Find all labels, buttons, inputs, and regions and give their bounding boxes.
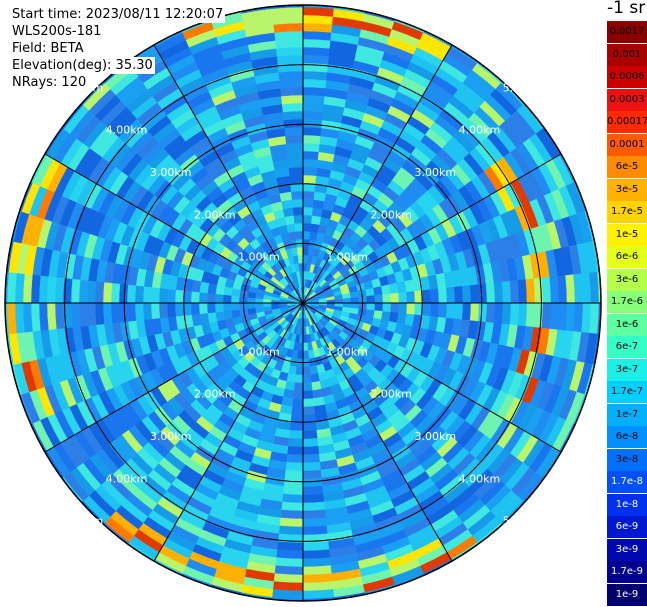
range-label: 1.00km (326, 345, 368, 358)
colorbar-step: 0.0006 (607, 66, 647, 88)
range-label: 4.00km (106, 124, 148, 137)
range-label: 2.00km (370, 388, 412, 401)
range-labels: 1.00km 1.00km 1.00km 1.00km 2.00km 2.00km 2.00… (62, 81, 545, 527)
colorbar-step: 3e-6 (607, 268, 647, 291)
instrument-text: WLS200s-181 (10, 23, 104, 40)
colorbar-step: 3e-9 (607, 538, 647, 561)
elevation-text: Elevation(deg): 35.30 (10, 57, 155, 74)
range-label: 5.00km (62, 515, 104, 528)
colorbar-step: 0.001 (607, 43, 647, 66)
range-label: 1.00km (326, 251, 368, 264)
range-label: 2.00km (370, 208, 412, 221)
range-label: 1.00km (238, 345, 280, 358)
colorbar-step: 1.7e-5 (607, 201, 647, 223)
colorbar-step: 3e-8 (607, 448, 647, 471)
colorbar-step: 1e-9 (607, 583, 647, 606)
azimuth-spoke (44, 153, 562, 453)
colorbar-step: 6e-8 (607, 426, 647, 448)
range-label: 4.00km (459, 472, 501, 485)
colorbar-step: 1.7e-8 (607, 471, 647, 493)
range-label: 4.00km (459, 124, 501, 137)
colorbar-step: 6e-5 (607, 156, 647, 178)
colorbar-step: 0.00017 (607, 111, 647, 133)
colorbar-step: 3e-7 (607, 358, 647, 381)
colorbar-step: 0.0017 (607, 21, 647, 43)
colorbar-step: 1.7e-7 (607, 381, 647, 403)
colorbar-step: 1.7e-6 (607, 291, 647, 313)
polar-grid (4, 4, 602, 602)
range-label: 2.00km (194, 208, 236, 221)
colorbar-step: 1e-5 (607, 223, 647, 246)
colorbar-step: 1e-8 (607, 493, 647, 516)
colorbar-step: 6e-6 (607, 246, 647, 268)
range-label: 3.00km (415, 430, 457, 443)
start-time-text: Start time: 2023/08/11 12:20:07 (10, 6, 226, 23)
colorbar-step: 3e-5 (607, 178, 647, 201)
colorbar-step: 0.0003 (607, 88, 647, 111)
field-text: Field: BETA (10, 40, 86, 57)
range-label: 3.00km (150, 430, 192, 443)
colorbar-step: 6e-9 (607, 516, 647, 538)
colorbar-step: 6e-7 (607, 336, 647, 358)
range-label: 4.00km (106, 472, 148, 485)
scan-info: Start time: 2023/08/11 12:20:07 WLS200s-… (10, 6, 226, 91)
range-label: 5.00km (503, 515, 545, 528)
colorbar-step: 1e-6 (607, 313, 647, 336)
range-label: 3.00km (415, 166, 457, 179)
range-label: 3.00km (150, 166, 192, 179)
units-label: -1 sr (607, 0, 646, 18)
colorbar-step: 1e-7 (607, 403, 647, 426)
range-label: 1.00km (238, 251, 280, 264)
colorbar-step: 1.7e-9 (607, 561, 647, 583)
range-label: 5.00km (503, 81, 545, 94)
nrays-text: NRays: 120 (10, 74, 89, 91)
colorbar-step: 0.0001 (607, 133, 647, 156)
range-label: 2.00km (194, 388, 236, 401)
